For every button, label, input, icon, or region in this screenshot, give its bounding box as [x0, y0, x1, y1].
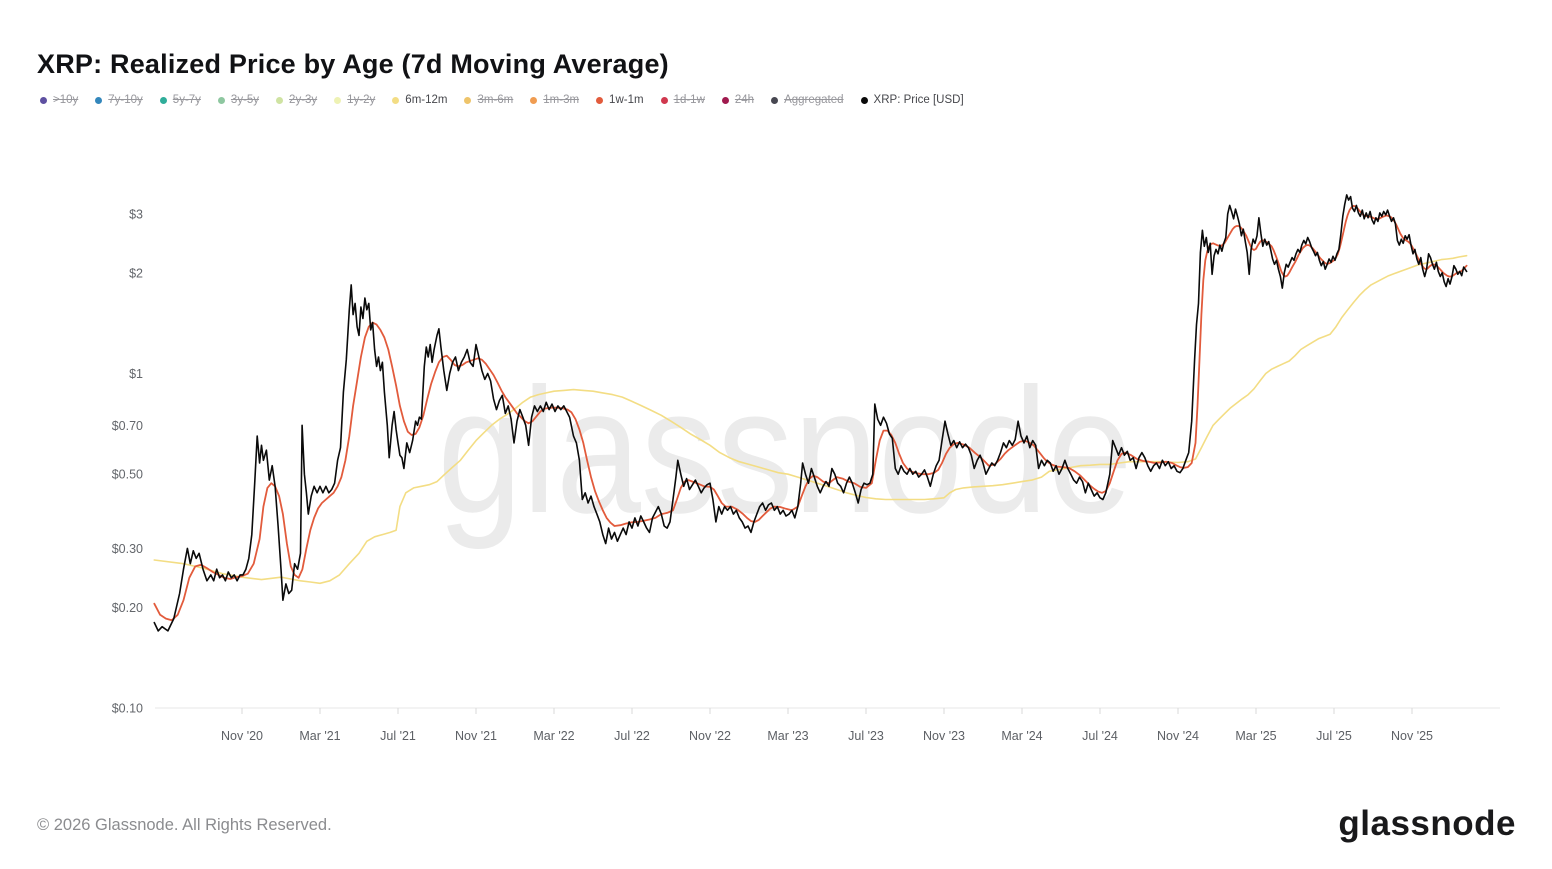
legend-color-dot [217, 96, 225, 104]
legend-color-dot [159, 96, 167, 104]
x-tick-label: Jul '21 [380, 729, 416, 743]
legend-color-dot [721, 96, 729, 104]
legend-item-3y-5y[interactable]: 3y-5y [217, 94, 260, 106]
series-6m-12m [153, 254, 1468, 585]
x-tick-label: Nov '25 [1391, 729, 1433, 743]
legend-color-dot [860, 96, 868, 104]
x-tick-label: Nov '22 [689, 729, 731, 743]
glassnode-logo: glassnode [1338, 804, 1516, 843]
legend-item-label: Aggregated [784, 94, 844, 106]
legend-item-label: 1y-2y [347, 94, 376, 106]
legend-item-24h[interactable]: 24h [721, 94, 755, 106]
page-title: XRP: Realized Price by Age (7d Moving Av… [37, 49, 669, 80]
legend-item-label: 3y-5y [230, 94, 260, 106]
chart-series [153, 194, 1468, 632]
x-tick-label: Mar '21 [299, 729, 340, 743]
legend-item-label: >10y [53, 94, 79, 106]
legend-item-6m-12m[interactable]: 6m-12m [392, 94, 447, 106]
legend-item-label: 1d-1w [673, 94, 705, 106]
legend-item-1w-1m[interactable]: 1w-1m [596, 94, 644, 106]
x-tick-label: Nov '20 [221, 729, 263, 743]
x-tick-label: Mar '23 [767, 729, 808, 743]
legend-item-label: 1m-3m [543, 94, 580, 106]
x-tick-label: Mar '25 [1235, 729, 1276, 743]
legend-item-7y-10y[interactable]: 7y-10y [95, 94, 143, 106]
x-tick-label: Jul '25 [1316, 729, 1352, 743]
legend-color-dot [40, 96, 47, 104]
x-tick-label: Mar '22 [533, 729, 574, 743]
x-tick-label: Jul '24 [1082, 729, 1118, 743]
y-tick-label: $0.50 [112, 468, 143, 482]
legend-color-dot [334, 96, 342, 104]
legend-color-dot [276, 96, 284, 104]
legend-item-1m-3m[interactable]: 1m-3m [530, 94, 579, 106]
y-tick-label: $0.30 [112, 542, 143, 556]
x-tick-label: Jul '22 [614, 729, 650, 743]
legend-item-label: 1w-1m [609, 94, 644, 106]
legend-item-label: 2y-3y [289, 94, 318, 106]
legend-color-dot [392, 96, 400, 104]
legend-item-aggregated[interactable]: Aggregated [771, 94, 844, 106]
legend-item-xrp-price-usd[interactable]: XRP: Price [USD] [860, 94, 964, 106]
copyright-text: © 2026 Glassnode. All Rights Reserved. [37, 816, 332, 834]
chart-axes: $3 $2 $1 $0.70 $0.50 $0.30 $0.20 $0.10 Nov '20 Ma… [112, 207, 1500, 743]
series-xrp-price-usd [153, 194, 1468, 632]
legend-color-dot [95, 96, 103, 104]
x-tick-label: Jul '23 [848, 729, 884, 743]
y-tick-label: $1 [129, 367, 143, 381]
legend-item-label: 5y-7y [172, 94, 201, 106]
y-tick-label: $3 [129, 207, 143, 221]
legend-item-label: 24h [734, 94, 755, 106]
legend-color-dot [530, 96, 538, 104]
y-tick-label: $0.70 [112, 419, 143, 433]
legend-item-5y-7y[interactable]: 5y-7y [159, 94, 201, 106]
watermark: glassnode [438, 351, 1133, 550]
legend-color-dot [596, 96, 604, 104]
x-tick-label: Nov '21 [455, 729, 497, 743]
y-tick-label: $0.10 [112, 702, 143, 716]
chart-legend: >10y 7y-10y 5y-7y 3y-5y 2y-3y 1y-2y 6m-12m 3m-6… [40, 94, 964, 106]
legend-item-label: 6m-12m [405, 94, 448, 106]
x-tick-label: Nov '24 [1157, 729, 1199, 743]
legend-item-1d-1w[interactable]: 1d-1w [660, 94, 705, 106]
legend-item-label: XRP: Price [USD] [873, 94, 964, 106]
y-tick-label: $2 [129, 266, 143, 280]
legend-item-10y[interactable]: >10y [40, 94, 78, 106]
legend-item-label: 3m-6m [477, 94, 514, 106]
legend-color-dot [464, 96, 472, 104]
legend-color-dot [771, 96, 779, 104]
legend-item-2y-3y[interactable]: 2y-3y [276, 94, 317, 106]
x-tick-label: Nov '23 [923, 729, 965, 743]
x-tick-label: Mar '24 [1001, 729, 1042, 743]
legend-item-3m-6m[interactable]: 3m-6m [464, 94, 513, 106]
y-tick-label: $0.20 [112, 601, 143, 615]
legend-item-label: 7y-10y [108, 94, 143, 106]
legend-color-dot [660, 96, 668, 104]
legend-item-1y-2y[interactable]: 1y-2y [334, 94, 375, 106]
